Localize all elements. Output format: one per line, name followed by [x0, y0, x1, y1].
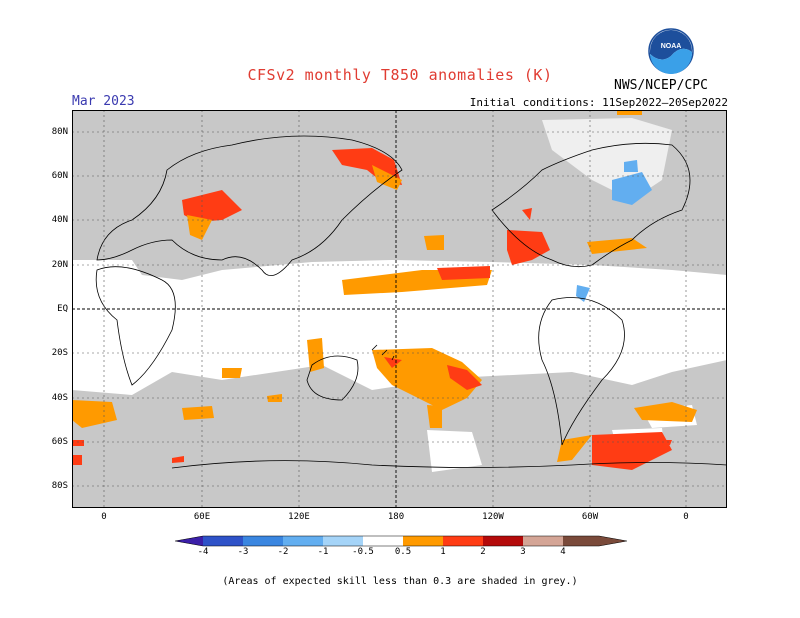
noaa-logo: NOAA	[648, 28, 694, 74]
lat-label-eq: EQ	[57, 304, 68, 314]
colorbar-label-minus05: -0.5	[352, 547, 374, 557]
colorbar-label-4: 4	[560, 547, 566, 557]
colorbar-label-05: 0.5	[394, 547, 412, 557]
map-frame	[72, 110, 727, 508]
colorbar-label-3: 3	[520, 547, 526, 557]
colorbar-label-1: 1	[440, 547, 446, 557]
initial-conditions: Initial conditions: 11Sep2022–20Sep2022	[469, 96, 728, 109]
lat-label-80s: 80S	[51, 481, 68, 491]
lat-label-80n: 80N	[51, 127, 68, 137]
south-pacific-white-patch	[427, 430, 482, 472]
agency-label: NWS/NCEP/CPC	[614, 78, 708, 93]
logo-text: NOAA	[661, 43, 682, 50]
colorbar-label-minus1: -1	[317, 547, 329, 557]
graticule	[72, 110, 727, 508]
lon-label-120e: 120E	[288, 512, 310, 522]
lon-label-0-east: 0	[683, 512, 689, 522]
skill-note: (Areas of expected skill less than 0.3 a…	[222, 576, 578, 587]
lon-label-0: 0	[101, 512, 107, 522]
colorbar-label-minus2: -2	[277, 547, 289, 557]
colorbar	[175, 535, 627, 547]
lon-label-120w: 120W	[482, 512, 504, 522]
forecast-month: Mar 2023	[72, 94, 135, 109]
lon-label-60e: 60E	[193, 512, 211, 522]
lon-label-60w: 60W	[581, 512, 599, 522]
colorbar-label-minus4: -4	[197, 547, 209, 557]
tropical-white-band	[72, 260, 727, 395]
anomaly-map	[72, 110, 727, 508]
lon-label-180: 180	[387, 512, 405, 522]
coastlines	[95, 135, 727, 469]
lat-label-40n: 40N	[51, 215, 68, 225]
lat-label-40s: 40S	[51, 393, 68, 403]
lat-label-60n: 60N	[51, 171, 68, 181]
colorbar-label-minus3: -3	[237, 547, 249, 557]
lat-label-20n: 20N	[51, 260, 68, 270]
lat-label-60s: 60S	[51, 437, 68, 447]
map-title: CFSv2 monthly T850 anomalies (K)	[247, 66, 553, 84]
colorbar-label-2: 2	[480, 547, 486, 557]
lat-label-20s: 20S	[51, 348, 68, 358]
